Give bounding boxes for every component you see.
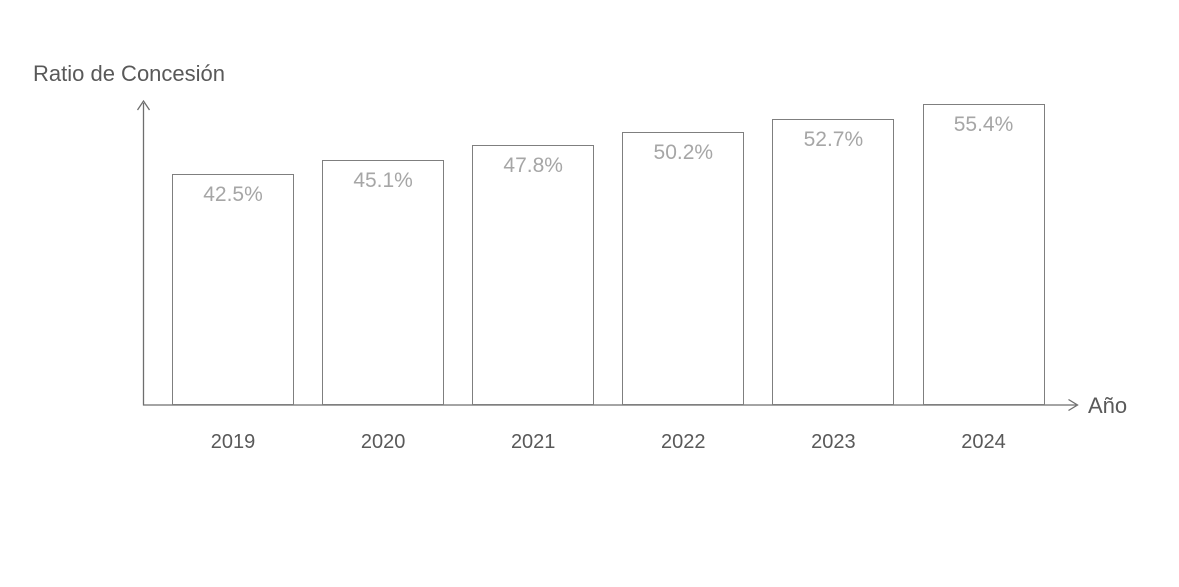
bar-value-label: 52.7% <box>803 127 864 151</box>
bar-value-label: 55.4% <box>953 112 1014 136</box>
x-tick-label: 2022 <box>661 431 706 453</box>
y-axis-arrowhead-icon <box>136 99 151 111</box>
bar-2021: 47.8% <box>472 145 595 405</box>
bar-2022: 50.2% <box>622 132 745 405</box>
x-tick-label: 2019 <box>210 431 256 453</box>
bar-value-label: 45.1% <box>353 168 413 192</box>
bar-2023: 52.7% <box>772 118 895 405</box>
y-axis-title: Ratio de Concesión <box>33 61 226 86</box>
bar-2024: 55.4% <box>922 103 1045 405</box>
x-tick-label: 2020 <box>360 431 406 453</box>
bar-value-label: 42.5% <box>203 183 263 206</box>
bar-value-label: 50.2% <box>653 141 714 165</box>
x-axis-arrowhead-icon <box>1068 398 1079 412</box>
x-tick-label: 2021 <box>510 431 556 453</box>
bar-2020: 45.1% <box>322 159 445 405</box>
bar-value-label: 47.8% <box>503 154 563 178</box>
x-tick-label: 2024 <box>961 431 1006 453</box>
x-axis-title: Año <box>1088 393 1128 418</box>
bar-2019: 42.5% <box>172 174 294 405</box>
x-tick-label: 2023 <box>811 431 856 453</box>
